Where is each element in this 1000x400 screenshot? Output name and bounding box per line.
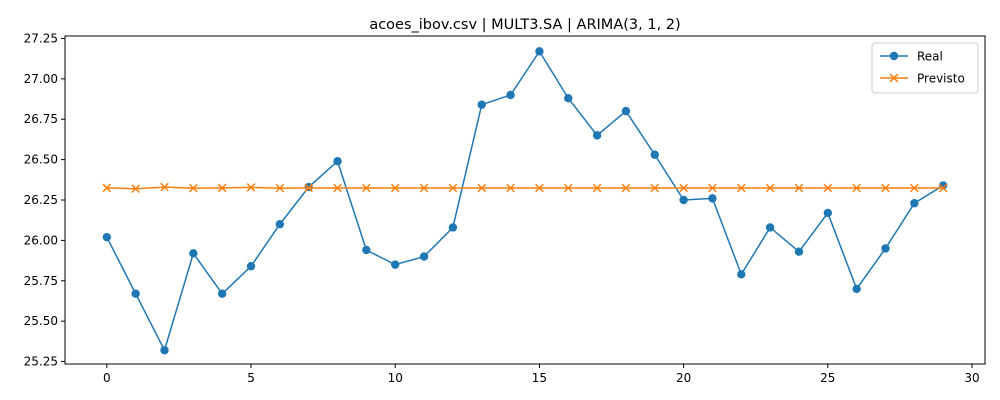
y-tick-label: 26.25 [24,193,58,207]
data-point-real [275,220,285,229]
x-tick-label: 20 [676,371,691,385]
data-point-previsto [881,183,890,193]
data-point-previsto [477,183,487,193]
data-point-real [189,249,198,258]
data-point-real [708,194,717,203]
y-tick-label: 26.50 [24,153,58,167]
data-point-real [621,106,631,116]
data-point-real [650,150,659,159]
data-point-previsto [910,183,919,193]
x-tick-label: 15 [532,371,547,385]
data-point-previsto [535,183,544,193]
data-point-previsto [217,183,227,193]
legend-marker-real [889,51,899,61]
data-point-previsto [102,183,112,193]
data-point-real [333,157,342,166]
data-point-previsto [708,183,717,193]
data-point-real [881,244,890,253]
y-axis: 25.25 25.50 25.75 26.00 26.25 26.50 26.75 27.00… [24,31,65,369]
plot-area [102,47,948,355]
data-point-previsto [563,183,573,193]
legend: Real Previsto [871,42,979,94]
data-point-previsto [506,183,515,193]
data-point-previsto [592,183,602,193]
data-point-previsto [304,183,314,193]
data-point-previsto [275,183,285,193]
y-tick-label: 26.00 [24,233,58,247]
data-point-real [362,245,371,255]
data-point-real [737,270,746,279]
data-point-previsto [448,183,458,193]
data-point-real [477,100,486,109]
x-tick-label: 10 [388,371,403,385]
legend-marker-previsto [889,73,899,83]
data-point-real [765,223,775,232]
series-line-real [106,49,944,353]
data-point-previsto [246,183,256,192]
data-point-real [102,232,112,242]
x-tick-label: 25 [820,371,835,385]
data-point-real [131,289,140,298]
x-axis: 0 5 10 15 20 25 30 [103,364,980,385]
data-point-real [391,260,400,269]
x-tick-label: 0 [103,371,111,385]
y-tick-label: 26.75 [24,112,58,126]
plot-frame [64,35,986,365]
y-tick-label: 25.25 [24,355,58,369]
data-point-previsto [621,183,631,193]
data-point-previsto [823,183,833,193]
data-point-previsto [938,183,948,193]
data-point-previsto [852,183,861,193]
y-tick-label: 27.00 [24,72,58,86]
data-point-real [910,199,919,208]
data-point-previsto [650,183,660,193]
legend-label-real: Real [917,50,943,64]
data-point-previsto [390,183,400,193]
data-point-previsto [333,183,342,193]
data-point-previsto [736,183,746,193]
data-point-previsto [794,183,804,193]
data-point-real [823,208,833,218]
legend-label-previsto: Previsto [917,72,965,86]
data-point-real [564,94,573,103]
chart-title: acoes_ibov.csv | MULT3.SA | ARIMA(3, 1, … [369,17,680,33]
data-point-real [448,223,458,232]
data-point-previsto [419,183,429,193]
data-point-real [794,247,804,256]
data-point-real [506,90,515,100]
data-point-real [535,47,544,56]
y-tick-label: 25.75 [24,274,58,288]
data-point-real [217,289,227,298]
data-point-real [852,284,861,294]
y-tick-label: 27.25 [24,31,58,45]
x-tick-label: 30 [964,371,979,385]
data-point-previsto [160,182,169,192]
data-point-real [246,262,256,271]
data-point-previsto [189,183,198,193]
data-point-real [592,131,602,140]
data-point-previsto [131,184,140,194]
x-tick-label: 5 [247,371,255,385]
data-point-real [419,252,429,261]
y-tick-label: 25.50 [24,314,58,328]
data-point-real [679,195,688,205]
data-point-previsto [765,183,775,193]
series-line-previsto [106,186,944,190]
data-point-real [160,346,169,355]
data-point-previsto [679,183,688,193]
data-point-previsto [362,183,371,193]
